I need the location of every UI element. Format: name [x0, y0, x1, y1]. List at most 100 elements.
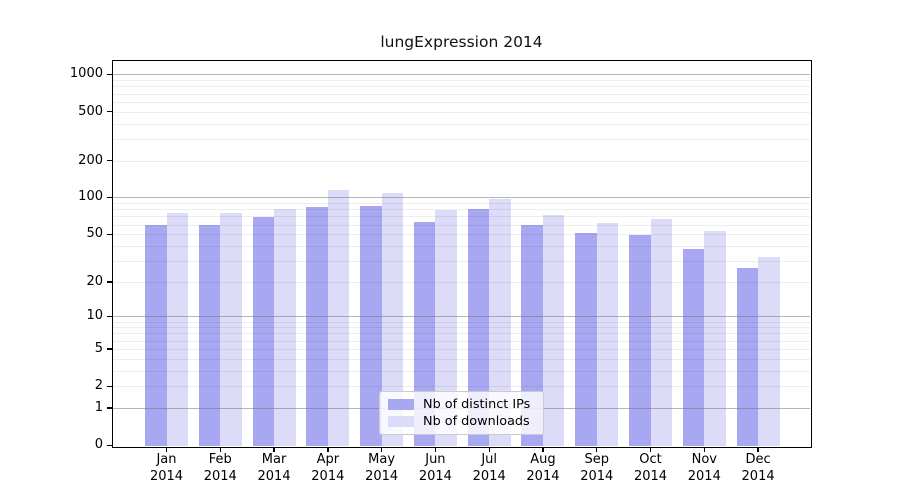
gridline-minor	[113, 281, 810, 283]
y-tick-mark	[106, 315, 112, 318]
gridline-minor	[113, 245, 810, 247]
gridline-minor	[113, 209, 810, 211]
year-label: 2014	[633, 468, 668, 484]
gridline-minor	[113, 327, 810, 329]
year-label: 2014	[418, 468, 452, 484]
y-tick-label: 1	[94, 399, 103, 415]
gridline-minor	[113, 203, 810, 205]
year-label: 2014	[311, 468, 345, 484]
gridline-minor	[113, 216, 810, 218]
year-label: 2014	[580, 468, 614, 484]
x-tick-mark	[434, 447, 437, 452]
month-label: Jun	[425, 452, 446, 467]
x-tick-label-jul: Jul 2014	[461, 452, 517, 485]
x-tick-label-jan: Jan 2014	[139, 452, 195, 485]
bar-ips-jan	[145, 224, 167, 446]
y-tick-mark	[106, 160, 112, 162]
gridline-minor	[113, 111, 810, 113]
year-label: 2014	[472, 468, 506, 484]
y-tick-mark	[106, 73, 112, 76]
x-tick-label-apr: Apr 2014	[300, 452, 356, 485]
y-tick-mark	[106, 444, 112, 446]
x-tick-mark	[381, 447, 383, 452]
y-tick-mark	[106, 196, 112, 199]
month-label: Oct	[639, 452, 662, 467]
x-tick-label-dec: Dec 2014	[730, 452, 786, 485]
x-tick-mark	[649, 447, 652, 452]
x-tick-mark	[757, 447, 759, 452]
bar-downloads-jun	[435, 209, 457, 446]
bar-downloads-apr	[327, 190, 350, 446]
year-label: 2014	[741, 468, 775, 484]
x-tick-label-oct: Oct 2014	[623, 452, 679, 485]
x-tick-label-nov: Nov 2014	[676, 452, 732, 485]
legend-swatch-ips	[388, 399, 414, 410]
month-label: Dec	[745, 452, 771, 467]
x-tick-label-aug: Aug 2014	[515, 452, 571, 485]
year-label: 2014	[365, 468, 399, 484]
legend-label: Nb of distinct IPs	[423, 397, 531, 412]
x-tick-label-may: May 2014	[354, 452, 410, 485]
bar-ips-mar	[252, 217, 275, 446]
bar-downloads-aug	[542, 214, 565, 446]
bar-ips-aug	[521, 225, 543, 446]
gridline-minor	[113, 101, 810, 103]
month-label: Aug	[530, 452, 556, 467]
gridline-minor	[113, 224, 810, 226]
bar-ips-jul	[467, 208, 490, 446]
gridline-minor	[113, 340, 810, 342]
bar-ips-nov	[682, 248, 705, 446]
year-label: 2014	[687, 468, 721, 484]
y-tick-mark	[106, 385, 112, 387]
x-tick-label-sep: Sep 2014	[569, 452, 625, 485]
x-tick-mark	[488, 447, 490, 452]
x-tick-mark	[703, 447, 705, 452]
y-tick-label: 2	[94, 378, 103, 394]
year-label: 2014	[526, 468, 560, 484]
x-tick-mark	[327, 447, 329, 452]
month-label: Mar	[261, 452, 287, 467]
y-tick-mark	[106, 111, 112, 113]
month-label: Nov	[691, 452, 717, 467]
gridline-major	[113, 316, 810, 318]
bar-ips-may	[360, 206, 382, 446]
bar-downloads-feb	[220, 213, 242, 446]
legend-label: Nb of downloads	[423, 414, 530, 429]
bar-downloads-mar	[274, 208, 296, 446]
bar-downloads-dec	[758, 257, 780, 446]
legend-swatch-downloads	[388, 416, 414, 427]
x-tick-mark	[165, 447, 168, 452]
gridline-major	[113, 74, 810, 76]
x-tick-mark	[596, 447, 598, 452]
gridline-minor	[113, 370, 810, 372]
x-tick-label-jun: Jun 2014	[407, 452, 463, 485]
legend-item-ips: Nb of distinct IPs	[388, 397, 535, 412]
x-tick-mark	[219, 447, 221, 452]
legend-item-downloads: Nb of downloads	[388, 414, 535, 429]
gridline-minor	[113, 358, 810, 360]
x-tick-label-mar: Mar 2014	[246, 452, 302, 485]
year-label: 2014	[149, 468, 184, 484]
bar-ips-oct	[629, 235, 651, 446]
gridline-major	[113, 197, 810, 199]
y-tick-label: 10	[86, 308, 103, 324]
year-label: 2014	[257, 468, 291, 484]
month-label: May	[368, 452, 396, 467]
bar-downloads-jul	[489, 198, 511, 446]
month-label: Jul	[481, 452, 498, 467]
month-label: Sep	[584, 452, 609, 467]
gridline-minor	[113, 123, 810, 125]
gridline-minor	[113, 86, 810, 88]
y-tick-mark	[106, 233, 112, 235]
y-tick-mark	[106, 348, 112, 350]
gridline-minor	[113, 160, 810, 162]
month-label: Jan	[156, 452, 177, 467]
y-tick-label: 100	[78, 189, 103, 205]
year-label: 2014	[203, 468, 237, 484]
gridline-minor	[113, 80, 810, 82]
gridline-minor	[113, 260, 810, 262]
y-tick-mark	[106, 281, 112, 283]
x-tick-label-feb: Feb 2014	[192, 452, 248, 485]
y-tick-label: 1000	[69, 66, 103, 82]
bar-ips-sep	[575, 233, 597, 446]
